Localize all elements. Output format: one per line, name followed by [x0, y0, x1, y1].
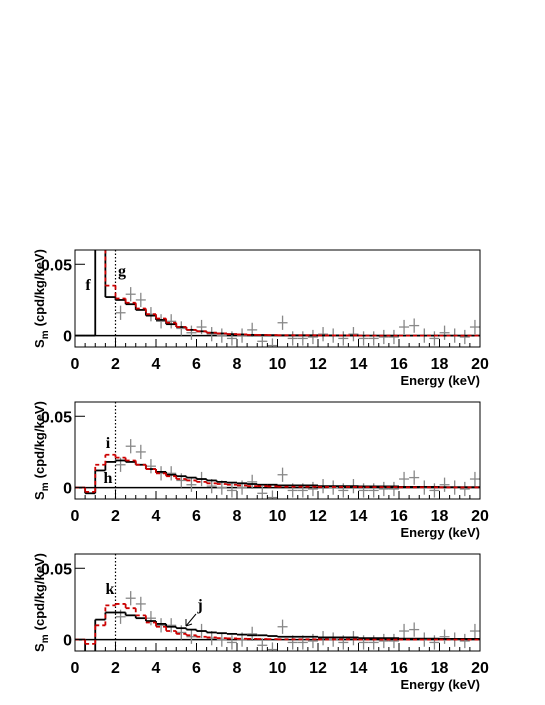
y-axis-label: Sm (cpd/kg/keV) — [32, 553, 51, 652]
x-tick-label: 10 — [269, 508, 287, 525]
y-label-symbol: S — [32, 643, 47, 652]
x-tick-label: 8 — [233, 356, 242, 373]
x-axis-label: Energy (keV) — [401, 525, 480, 540]
x-tick-label: 2 — [111, 508, 120, 525]
x-tick-label: 4 — [152, 660, 161, 677]
plot-area — [75, 402, 480, 499]
annotation: j — [196, 597, 202, 614]
x-tick-label: 14 — [350, 660, 368, 677]
y-tick-label: 0.05 — [41, 561, 72, 578]
x-axis-label: Energy (keV) — [401, 373, 480, 388]
panel: 0 2 4 6 8 10 12 14 16 18 20 0 0.05 Energy (keV) Sm (cpd… — [32, 401, 489, 540]
x-tick-label: 20 — [471, 508, 489, 525]
plot-area — [75, 250, 480, 347]
x-tick-label: 0 — [71, 508, 80, 525]
x-tick-label: 0 — [71, 660, 80, 677]
annotation: i — [106, 435, 111, 452]
y-tick-label: 0 — [63, 329, 72, 346]
x-tick-label: 8 — [233, 508, 242, 525]
y-axis-label: Sm (cpd/kg/keV) — [32, 401, 51, 500]
x-tick-label: 4 — [152, 356, 161, 373]
x-tick-label: 10 — [269, 660, 287, 677]
annotation: k — [106, 581, 115, 598]
y-label-symbol: S — [32, 491, 47, 500]
plot-area — [75, 554, 480, 651]
y-label-unit: (cpd/kg/keV) — [32, 249, 47, 326]
x-tick-label: 6 — [192, 660, 201, 677]
x-tick-label: 14 — [350, 508, 368, 525]
x-tick-label: 12 — [309, 508, 327, 525]
y-label-subscript: m — [40, 482, 51, 491]
panel: 0 2 4 6 8 10 12 14 16 18 20 0 0.05 Energy (keV) Sm (cpd… — [32, 553, 489, 692]
x-tick-label: 2 — [111, 660, 120, 677]
x-tick-label: 0 — [71, 356, 80, 373]
x-tick-label: 18 — [431, 660, 449, 677]
y-label-subscript: m — [40, 330, 51, 339]
x-tick-label: 2 — [111, 356, 120, 373]
arrow-head — [185, 619, 193, 627]
x-tick-label: 16 — [390, 356, 408, 373]
x-axis-label: Energy (keV) — [401, 677, 480, 692]
x-tick-label: 6 — [192, 508, 201, 525]
y-tick-label: 0.05 — [41, 409, 72, 426]
annotation: g — [118, 263, 126, 280]
x-tick-label: 12 — [309, 356, 327, 373]
annotation-arrow — [185, 613, 197, 627]
y-axis-label: Sm (cpd/kg/keV) — [32, 249, 51, 348]
x-tick-label: 16 — [390, 660, 408, 677]
y-label-unit: (cpd/kg/keV) — [32, 553, 47, 630]
x-tick-label: 6 — [192, 356, 201, 373]
y-label-unit: (cpd/kg/keV) — [32, 401, 47, 478]
y-tick-label: 0 — [63, 633, 72, 650]
x-tick-label: 12 — [309, 660, 327, 677]
x-tick-label: 18 — [431, 356, 449, 373]
y-tick-label: 0.05 — [41, 257, 72, 274]
x-tick-label: 4 — [152, 508, 161, 525]
y-tick-label: 0 — [63, 481, 72, 498]
y-label-subscript: m — [40, 634, 51, 643]
x-tick-label: 20 — [471, 660, 489, 677]
y-label-symbol: S — [32, 339, 47, 348]
frame — [74, 249, 481, 348]
x-tick-label: 8 — [233, 660, 242, 677]
x-tick-label: 20 — [471, 356, 489, 373]
x-tick-label: 16 — [390, 508, 408, 525]
x-tick-label: 10 — [269, 356, 287, 373]
x-tick-label: 18 — [431, 508, 449, 525]
annotation: h — [104, 470, 113, 487]
annotation: f — [85, 277, 91, 294]
x-tick-label: 14 — [350, 356, 368, 373]
panel: 0 2 4 6 8 10 12 14 16 18 20 0 0.05 Energy (keV) Sm (cpd… — [32, 249, 489, 388]
